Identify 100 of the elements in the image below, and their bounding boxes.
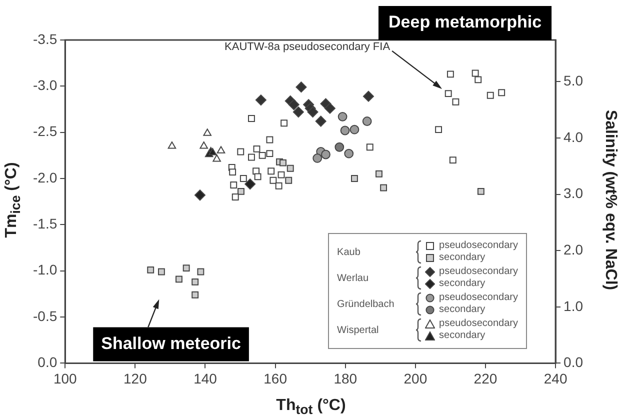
point [216, 146, 226, 154]
point [203, 128, 212, 136]
point [296, 82, 307, 93]
legend-label: secondary [439, 252, 486, 264]
x-tick-label: 220 [474, 370, 498, 386]
point [366, 144, 374, 151]
point [240, 175, 247, 182]
point [446, 70, 454, 78]
point [286, 164, 294, 172]
x-tick-label: 160 [264, 370, 288, 386]
point [315, 116, 326, 127]
point [212, 154, 221, 162]
point [324, 102, 336, 114]
point [321, 150, 330, 160]
point [285, 176, 292, 184]
annotation: Wispertal [337, 324, 380, 336]
y-tick-label: 0.0 [38, 354, 58, 370]
y-tick-label: -3.0 [33, 77, 58, 94]
point [278, 171, 285, 178]
point [230, 182, 238, 188]
legend-label: pseudosecondary [439, 318, 518, 330]
y2-tick-label: 1.0 [564, 298, 584, 314]
point [176, 276, 182, 283]
y-tick-label: -2.0 [33, 169, 58, 186]
point [266, 136, 274, 144]
point [280, 120, 288, 127]
point [472, 70, 479, 77]
x-tick-label: 120 [124, 370, 148, 386]
point [376, 170, 382, 178]
point [275, 182, 282, 190]
point [238, 188, 244, 195]
point [362, 116, 372, 126]
point [452, 98, 460, 106]
point [248, 154, 255, 161]
point [197, 268, 204, 276]
point [288, 99, 300, 110]
y-tick-label: -3.5 [33, 30, 58, 47]
x-tick-label: 180 [334, 370, 358, 386]
point [194, 190, 206, 201]
point [292, 106, 304, 118]
point [312, 154, 322, 163]
point [435, 126, 442, 134]
y-tick-label: -1.0 [33, 262, 58, 278]
y-tick-label: -2.5 [33, 123, 58, 140]
legend-label: secondary [439, 330, 486, 342]
point [362, 90, 374, 102]
point [266, 150, 274, 158]
y2-tick-label: 4.0 [564, 128, 584, 145]
y2-tick-label: 0.0 [564, 354, 584, 370]
point [340, 126, 350, 136]
point [344, 148, 354, 158]
annotation: Kaub [337, 246, 362, 258]
y-tick-label: -0.5 [33, 308, 58, 324]
annotation: Shallow meteoric [101, 334, 241, 353]
y2-tick-label: 3.0 [564, 185, 584, 202]
point [380, 184, 388, 192]
point [498, 89, 506, 96]
point [254, 173, 262, 180]
x-tick-label: 100 [53, 370, 78, 386]
point [474, 76, 482, 84]
x-axis-title: Th$_{tot}$ (°C) [275, 396, 347, 417]
legend-label: secondary [439, 304, 486, 316]
annotation: Gründelbach [337, 298, 396, 310]
point [486, 92, 494, 99]
point [248, 115, 255, 122]
point [192, 291, 199, 298]
y2-tick-label: 5.0 [564, 72, 584, 89]
point [192, 278, 199, 286]
point [477, 188, 484, 195]
point [350, 124, 360, 134]
point [229, 168, 236, 176]
point [244, 178, 256, 190]
point [200, 141, 208, 149]
point [268, 168, 275, 175]
point [444, 90, 452, 98]
point [232, 194, 239, 200]
point [253, 145, 260, 152]
x-tick-label: 200 [404, 370, 428, 386]
legend-label: pseudosecondary [439, 266, 518, 278]
legend-label: pseudosecondary [439, 240, 518, 252]
point [255, 94, 266, 106]
point [237, 148, 244, 156]
point [351, 175, 358, 182]
text: Deep metamorphic [388, 12, 542, 32]
point [307, 106, 318, 118]
point [280, 159, 286, 166]
x-tick-label: 140 [194, 370, 218, 386]
point [449, 156, 456, 164]
point [338, 112, 348, 122]
y2-axis-title: Salinity (wt% eqv. NaCl) [601, 110, 619, 290]
point [334, 142, 344, 152]
point [182, 264, 190, 272]
legend-label: secondary [439, 278, 486, 290]
point [270, 176, 277, 184]
point [168, 141, 176, 149]
legend-label: pseudosecondary [439, 292, 518, 304]
annotation: KAUTW-8a pseudosecondary FIA [224, 40, 391, 53]
point [258, 152, 266, 159]
annotation: Werlau [337, 272, 370, 284]
point [158, 268, 165, 276]
